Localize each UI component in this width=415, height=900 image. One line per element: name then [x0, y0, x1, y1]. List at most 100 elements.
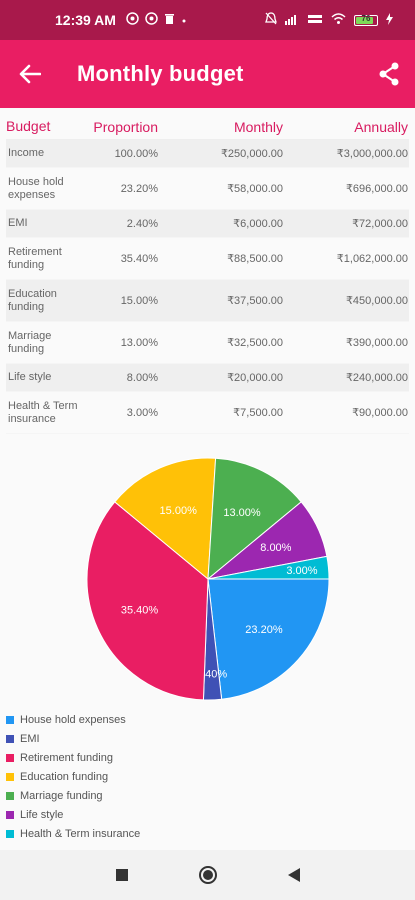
recents-button[interactable] — [110, 863, 134, 887]
page-title: Monthly budget — [77, 61, 244, 86]
slice-label: 13.00% — [223, 507, 261, 519]
navigation-bar — [0, 850, 415, 900]
legend-swatch — [6, 791, 14, 800]
recents-square-icon — [115, 869, 128, 881]
proportion-cell: 2.40% — [126, 217, 158, 230]
back-button[interactable] — [0, 40, 60, 108]
annual-cell: ₹1,062,000.00 — [336, 253, 408, 265]
proportion-cell: 100.00% — [114, 147, 158, 160]
monthly-cell: ₹58,000.00 — [227, 183, 283, 195]
monthly-cell: ₹6,000.00 — [233, 218, 283, 230]
alarm-off-icon — [265, 12, 277, 28]
pie-slice — [207, 578, 330, 700]
charging-icon — [386, 12, 393, 28]
budget-cell: EMI — [8, 217, 28, 229]
budget-cell: House hold expenses — [8, 175, 64, 201]
table-row: Health & Term insurance 3.00% ₹7,500.00 ₹90… — [6, 392, 409, 434]
table-row: Income 100.00% ₹250,000.00 ₹3,000,000.00 — [6, 140, 409, 168]
legend-label: EMI — [20, 732, 40, 745]
annual-cell: ₹450,000.00 — [345, 295, 408, 307]
legend-swatch — [6, 829, 14, 838]
legend-label: Health & Term insurance — [20, 827, 141, 840]
pie-slice — [207, 457, 302, 581]
budget-cell: Marriage funding — [8, 329, 52, 355]
legend-label: Marriage funding — [20, 789, 103, 802]
legend-item: Education funding — [6, 767, 140, 786]
home-circle-icon — [198, 866, 217, 884]
header-proportion: Proportion — [93, 118, 158, 135]
table-row: EMI 2.40% ₹6,000.00 ₹72,000.00 — [6, 210, 409, 238]
legend-item: Life style — [6, 805, 140, 824]
annual-cell: ₹390,000.00 — [345, 337, 408, 349]
header-monthly: Monthly — [233, 118, 283, 135]
budget-cell: Health & Term insurance — [8, 399, 78, 425]
annual-cell: ₹72,000.00 — [352, 218, 408, 230]
legend-label: Retirement funding — [20, 751, 113, 764]
slice-label: 8.00% — [260, 542, 291, 554]
proportion-cell: 13.00% — [120, 336, 158, 349]
legend-swatch — [6, 715, 14, 724]
slice-label: 23.20% — [245, 624, 283, 636]
pie-slice — [86, 501, 209, 701]
slice-label: 35.40% — [121, 605, 159, 617]
battery-icon: 76 — [354, 14, 378, 26]
home-button[interactable] — [196, 863, 220, 887]
table-row: Retirement funding 35.40% ₹88,500.00 ₹1,062… — [6, 238, 409, 280]
share-icon — [379, 62, 399, 86]
legend-swatch — [6, 753, 14, 762]
legend-item: Marriage funding — [6, 786, 140, 805]
budget-cell: Retirement funding — [8, 245, 62, 271]
budget-cell: Education funding — [8, 287, 57, 313]
table-row: House hold expenses 23.20% ₹58,000.00 ₹696,… — [6, 168, 409, 210]
legend-swatch — [6, 734, 14, 743]
whatsapp-icon — [145, 12, 158, 28]
proportion-cell: 23.20% — [120, 182, 158, 195]
wifi-icon — [331, 12, 346, 28]
whatsapp-icon — [126, 12, 139, 28]
legend-label: Education funding — [20, 770, 109, 783]
legend-label: Life style — [20, 808, 64, 821]
dot-icon — [181, 13, 187, 27]
proportion-cell: 3.00% — [126, 406, 158, 419]
budget-cell: Life style — [8, 371, 52, 383]
status-notification-icons — [126, 12, 187, 28]
pie-slice — [207, 555, 330, 580]
proportion-cell: 15.00% — [120, 294, 158, 307]
share-button[interactable] — [363, 40, 415, 108]
monthly-cell: ₹20,000.00 — [227, 372, 283, 384]
legend-swatch — [6, 772, 14, 781]
monthly-cell: ₹32,500.00 — [227, 337, 283, 349]
status-bar: 12:39 AM 76 — [0, 0, 415, 40]
slice-label: 3.00% — [286, 565, 317, 577]
monthly-cell: ₹37,500.00 — [227, 295, 283, 307]
back-triangle-icon — [287, 868, 300, 882]
legend-item: House hold expenses — [6, 710, 140, 729]
monthly-cell: ₹88,500.00 — [227, 253, 283, 265]
annual-cell: ₹90,000.00 — [352, 407, 408, 419]
legend-item: Health & Term insurance — [6, 824, 140, 843]
header-budget: Budget — [6, 118, 51, 134]
delete-icon — [164, 12, 175, 28]
signal-icon — [285, 13, 299, 28]
annual-cell: ₹3,000,000.00 — [336, 148, 408, 160]
status-time: 12:39 AM — [55, 12, 116, 28]
proportion-cell: 35.40% — [120, 252, 158, 265]
chart-legend: House hold expenses EMI Retirement funding… — [6, 710, 140, 843]
monthly-cell: ₹7,500.00 — [233, 407, 283, 419]
table-row: Marriage funding 13.00% ₹32,500.00 ₹390,000… — [6, 322, 409, 364]
pie-slice — [114, 457, 217, 581]
app-bar: Monthly budget — [0, 40, 415, 108]
status-system-icons: 76 — [265, 12, 393, 28]
budget-cell: Income — [8, 147, 45, 159]
table-row: Education funding 15.00% ₹37,500.00 ₹450,00… — [6, 280, 409, 322]
annual-cell: ₹696,000.00 — [345, 183, 408, 195]
legend-label: House hold expenses — [20, 713, 126, 726]
system-back-button[interactable] — [282, 863, 306, 887]
arrow-back-icon — [19, 64, 41, 84]
proportion-cell: 8.00% — [126, 371, 158, 384]
table-header: Budget Proportion Monthly Annually — [6, 114, 409, 140]
table-row: Life style 8.00% ₹20,000.00 ₹240,000.00 — [6, 364, 409, 392]
budget-pie-chart: 23.20%2.40%35.40%15.00% 13.00%8.00%3.00% — [86, 457, 330, 701]
slice-label: 15.00% — [160, 505, 198, 517]
annual-cell: ₹240,000.00 — [345, 372, 408, 384]
